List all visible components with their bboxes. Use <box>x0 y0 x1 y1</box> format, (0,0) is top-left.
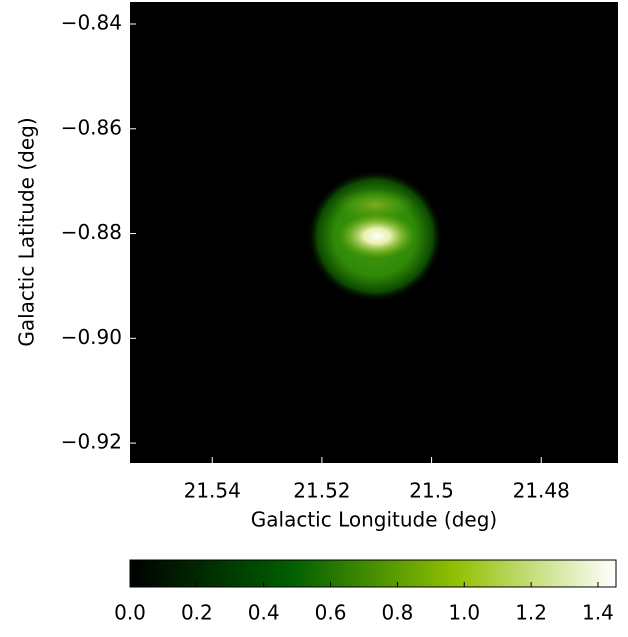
colorbar-tick-label: 0.2 <box>181 601 213 625</box>
chart: Galactic Longitude (deg) Galactic Latitu… <box>0 0 628 633</box>
colorbar-tick-label: 0.0 <box>114 601 146 625</box>
x-tick-label: 21.48 <box>513 479 570 503</box>
y-tick-label: −0.88 <box>61 220 122 244</box>
y-axis-label: Galactic Latitude (deg) <box>15 117 39 346</box>
y-tick-label: −0.84 <box>61 11 122 35</box>
x-axis-label: Galactic Longitude (deg) <box>251 508 497 532</box>
y-tick-label: −0.92 <box>61 430 122 454</box>
x-tick-label: 21.52 <box>293 479 350 503</box>
colorbar-tick-label: 1.4 <box>582 601 614 625</box>
x-tick-label: 21.54 <box>184 479 241 503</box>
y-tick-label: −0.86 <box>61 115 122 139</box>
colorbar <box>130 560 616 587</box>
colorbar-tick-label: 1.2 <box>515 601 547 625</box>
colorbar-tick-label: 1.0 <box>448 601 480 625</box>
source-core <box>339 214 415 258</box>
x-tick-label: 21.5 <box>409 479 454 503</box>
colorbar-tick-label: 0.6 <box>315 601 347 625</box>
colorbar-tick-label: 0.8 <box>381 601 413 625</box>
colorbar-tick-label: 0.4 <box>248 601 280 625</box>
y-tick-label: −0.90 <box>61 325 122 349</box>
